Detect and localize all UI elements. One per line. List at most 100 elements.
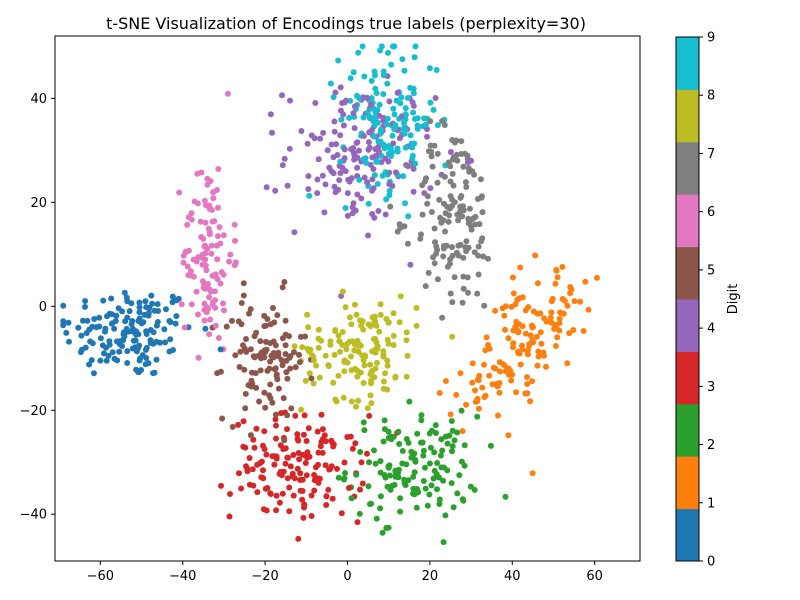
data-point-digit-9 [384, 80, 391, 87]
data-point-digit-4 [332, 89, 339, 96]
data-point-digit-2 [408, 454, 415, 461]
data-point-digit-7 [449, 299, 456, 306]
data-point-digit-4 [267, 111, 274, 118]
data-point-digit-0 [109, 349, 116, 356]
data-point-digit-0 [75, 324, 82, 331]
data-point-digit-7 [419, 211, 426, 218]
data-point-digit-5 [223, 323, 230, 330]
data-point-digit-9 [346, 114, 353, 121]
data-point-digit-1 [494, 383, 501, 390]
data-point-digit-1 [524, 348, 531, 355]
data-point-digit-8 [377, 301, 384, 308]
data-point-digit-5 [248, 383, 255, 390]
data-point-digit-1 [510, 340, 517, 347]
data-point-digit-5 [262, 349, 269, 355]
data-point-digit-4 [342, 168, 349, 175]
data-point-digit-8 [390, 332, 397, 339]
data-point-digit-9 [390, 105, 397, 112]
data-point-digit-7 [424, 193, 431, 200]
data-point-digit-8 [315, 326, 322, 333]
data-point-digit-2 [367, 501, 373, 508]
data-point-digit-7 [457, 203, 464, 210]
data-point-digit-5 [262, 404, 269, 411]
data-point-digit-1 [560, 310, 567, 317]
data-point-digit-3 [294, 431, 301, 438]
data-point-digit-7 [478, 194, 485, 201]
data-point-digit-9 [422, 121, 429, 128]
data-point-digit-7 [441, 200, 447, 207]
data-point-digit-4 [326, 164, 333, 171]
data-point-digit-0 [132, 337, 139, 344]
data-point-digit-3 [244, 468, 251, 475]
colorbar-segment-8 [676, 89, 699, 143]
data-point-digit-5 [291, 349, 297, 356]
data-point-digit-6 [224, 90, 231, 97]
data-point-digit-4 [336, 177, 343, 184]
data-point-digit-0 [96, 314, 103, 321]
data-point-digit-5 [292, 364, 299, 371]
data-point-digit-4 [369, 211, 376, 217]
colorbar-segment-0 [676, 508, 699, 562]
data-point-digit-0 [88, 357, 95, 364]
data-point-digit-4 [350, 200, 357, 207]
data-point-digit-9 [381, 145, 388, 152]
data-point-digit-0 [124, 314, 131, 321]
data-point-digit-5 [238, 321, 245, 328]
data-point-digit-9 [330, 94, 337, 101]
data-point-digit-7 [447, 290, 454, 297]
data-point-digit-9 [387, 145, 394, 151]
data-point-digit-7 [459, 299, 466, 306]
data-point-digit-4 [386, 98, 393, 105]
data-point-digit-1 [501, 312, 508, 319]
data-point-digit-2 [383, 525, 390, 531]
data-point-digit-5 [296, 359, 303, 366]
data-point-digit-7 [472, 213, 479, 220]
data-point-digit-3 [263, 507, 270, 514]
data-point-digit-6 [215, 166, 222, 172]
data-point-digit-6 [209, 272, 216, 279]
data-point-digit-1 [495, 412, 501, 419]
data-point-digit-3 [292, 412, 299, 419]
data-point-digit-7 [437, 214, 444, 221]
data-point-digit-3 [354, 519, 361, 526]
data-point-digit-0 [63, 329, 70, 336]
data-point-digit-9 [411, 140, 418, 147]
data-point-digit-5 [247, 306, 254, 313]
data-point-digit-7 [446, 260, 453, 267]
data-point-digit-1 [556, 327, 563, 334]
data-point-digit-7 [463, 184, 470, 190]
data-point-digit-2 [433, 430, 439, 436]
data-point-digit-1 [529, 470, 536, 477]
data-point-digit-0 [113, 338, 120, 345]
data-point-digit-6 [220, 300, 226, 307]
data-point-digit-2 [356, 510, 363, 517]
data-point-digit-8 [380, 385, 387, 392]
data-point-digit-0 [140, 319, 147, 326]
data-point-digit-7 [440, 253, 447, 260]
data-point-digit-3 [276, 499, 283, 506]
data-point-digit-3 [258, 458, 265, 465]
data-point-digit-7 [401, 223, 408, 230]
data-point-digit-7 [418, 231, 424, 238]
data-point-digit-9 [383, 121, 390, 128]
data-point-digit-0 [102, 325, 109, 332]
data-point-digit-4 [365, 146, 372, 153]
data-point-digit-7 [454, 211, 461, 218]
data-point-digit-0 [167, 336, 174, 343]
data-point-digit-5 [275, 349, 282, 356]
data-point-digit-5 [232, 352, 239, 359]
data-point-digit-8 [305, 324, 312, 331]
data-point-digit-9 [402, 111, 409, 118]
data-point-digit-5 [272, 411, 279, 418]
data-point-digit-3 [352, 440, 359, 447]
data-point-digit-6 [206, 231, 213, 238]
data-point-digit-9 [399, 56, 406, 63]
data-point-digit-5 [283, 369, 290, 376]
data-point-digit-8 [356, 341, 363, 348]
data-point-digit-3 [273, 492, 280, 499]
data-point-digit-4 [356, 147, 362, 154]
data-point-digit-5 [271, 366, 278, 373]
data-point-digit-9 [405, 213, 412, 220]
data-point-digit-9 [337, 158, 344, 165]
data-point-digit-7 [428, 209, 435, 215]
